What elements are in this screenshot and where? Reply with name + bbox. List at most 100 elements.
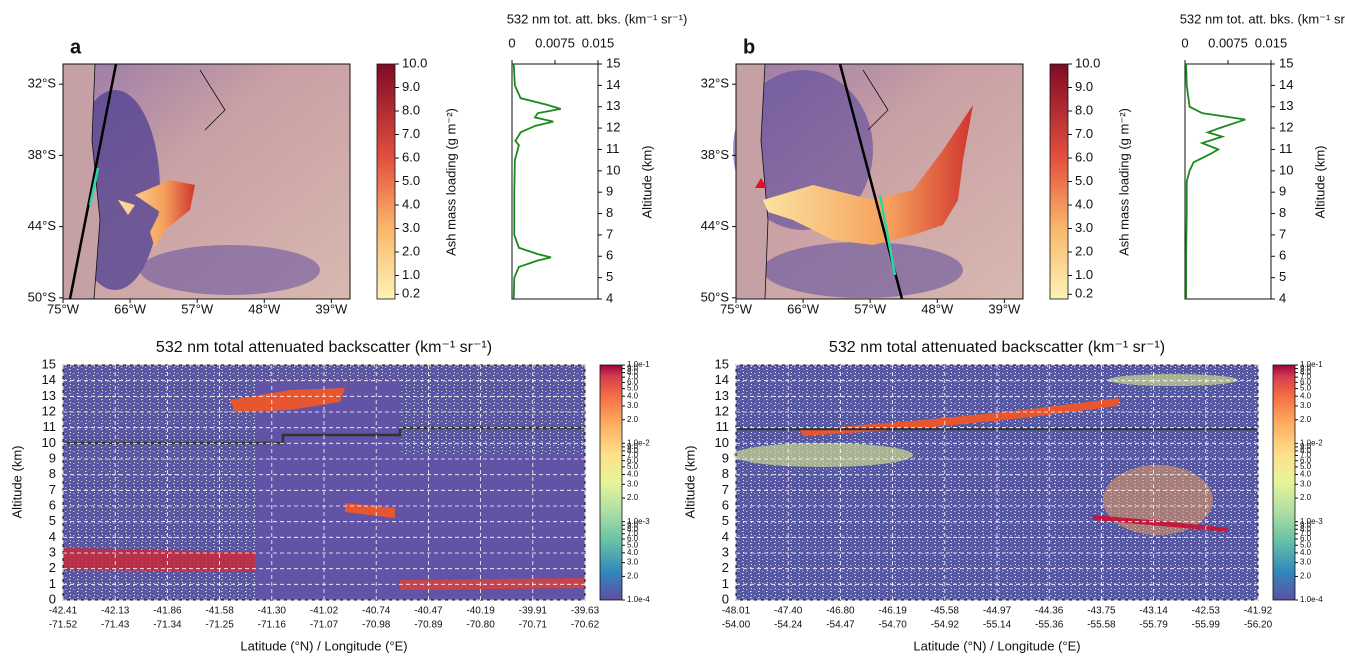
colorbar-tick-label: 4.0 <box>1075 196 1093 211</box>
y-tick-label: 1 <box>49 576 56 591</box>
x-tick-label: -71.25 <box>205 620 234 631</box>
y-tick-label: 4 <box>49 529 56 544</box>
x-tick-label: -46.80 <box>826 606 855 617</box>
y-tick-label: 44°S <box>701 218 730 233</box>
colorbar <box>1049 63 1069 300</box>
profile-ylabel: Altitude (km) <box>1312 146 1327 219</box>
x-tick-label: -70.98 <box>362 620 391 631</box>
y-tick-label: 12 <box>715 403 729 418</box>
y-tick-label: 15 <box>1279 55 1293 70</box>
colorbar-tick-label: 0.2 <box>402 286 420 301</box>
colorbar-tick-label: 1.0 <box>1075 267 1093 282</box>
y-tick-label: 13 <box>42 388 56 403</box>
colorbar <box>599 364 623 601</box>
y-tick-label: 4 <box>722 529 729 544</box>
colorbar-tick-label: 7.0 <box>402 126 420 141</box>
x-tick-label: -41.30 <box>258 606 287 617</box>
y-tick-label: 7 <box>606 226 613 241</box>
x-tick-label: -70.80 <box>466 620 495 631</box>
colorbar-tick-label: 4.0 <box>1300 548 1312 557</box>
profile-line <box>512 63 561 300</box>
x-tick-label: 0.0075 <box>1208 35 1248 50</box>
colorbar-tick-label: 4.0 <box>402 196 420 211</box>
colorbar-tick-label: 9.0 <box>1075 79 1093 94</box>
y-tick-label: 7 <box>49 482 56 497</box>
y-tick-label: 38°S <box>28 147 57 162</box>
x-tick-label: -39.91 <box>519 606 548 617</box>
x-tick-label: -42.13 <box>101 606 130 617</box>
colorbar-tick-label: 1.0e-2 <box>1300 438 1323 447</box>
colorbar-tick-label: 4.0 <box>627 548 639 557</box>
y-tick-label: 50°S <box>28 289 57 304</box>
colorbar-tick-label: 4.0 <box>627 470 639 479</box>
volcano <box>755 178 767 188</box>
colorbar-tick-label: 3.0 <box>1075 220 1093 235</box>
colorbar-tick-label: 7.0 <box>1300 451 1312 460</box>
colorbar <box>376 63 396 300</box>
colorbar-tick-label: 4.0 <box>627 391 639 400</box>
colorbar-tick-label: 8.0 <box>1300 446 1312 455</box>
y-tick-label: 44°S <box>28 218 57 233</box>
x-tick-label: -55.99 <box>1192 620 1221 631</box>
colorbar-tick-label: 3.0 <box>402 220 420 235</box>
x-tick-label: -71.07 <box>310 620 339 631</box>
colorbar-tick-label: 2.0 <box>1300 415 1312 424</box>
y-tick-label: 5 <box>1279 269 1286 284</box>
colorbar-tick-label: 9.0 <box>627 442 639 451</box>
colorbar-tick-label: 6.0 <box>627 377 639 386</box>
curtain-xlabel: Latitude (°N) / Longitude (°E) <box>913 638 1080 653</box>
y-tick-label: 32°S <box>701 76 730 91</box>
colorbar-tick-label: 8.0 <box>1075 102 1093 117</box>
y-tick-label: 9 <box>49 450 56 465</box>
low-cloud <box>63 548 255 572</box>
x-tick-label: 75°W <box>720 301 753 316</box>
colorbar-tick-label: 3.0 <box>627 558 639 567</box>
x-tick-label: -41.86 <box>153 606 182 617</box>
y-tick-label: 6 <box>722 497 729 512</box>
x-tick-label: 0 <box>508 35 515 50</box>
colorbar-tick-label: 5.0 <box>1075 173 1093 188</box>
colorbar-tick-label: 2.0 <box>1300 572 1312 581</box>
track-segment <box>878 194 897 276</box>
x-tick-label: 0 <box>1181 35 1188 50</box>
y-tick-label: 10 <box>42 435 56 450</box>
x-tick-label: -55.79 <box>1139 620 1168 631</box>
y-tick-label: 11 <box>606 141 620 156</box>
y-tick-label: 3 <box>722 544 729 559</box>
curtain-title: 532 nm total attenuated backscatter (km⁻… <box>829 339 1165 356</box>
colorbar-tick-label: 7.0 <box>627 372 639 381</box>
map-frame <box>735 63 1024 300</box>
profile-xlabel: 532 nm tot. att. bks. (km⁻¹ sr⁻¹) <box>507 11 688 26</box>
colorbar-tick-label: 0.2 <box>1075 286 1093 301</box>
x-tick-label: -71.52 <box>49 620 78 631</box>
x-tick-label: -44.97 <box>983 606 1012 617</box>
y-tick-label: 10 <box>1279 162 1293 177</box>
colorbar-tick-label: 6.0 <box>1300 377 1312 386</box>
ash-cloud <box>1103 465 1213 535</box>
x-tick-label: -54.47 <box>826 620 855 631</box>
colorbar-tick-label: 10.0 <box>402 55 427 70</box>
cloud <box>1108 374 1238 386</box>
colorbar-tick-label: 8.0 <box>1300 368 1312 377</box>
colorbar-tick-label: 7.0 <box>627 529 639 538</box>
x-tick-label: -41.92 <box>1244 606 1273 617</box>
profile-xlabel: 532 nm tot. att. bks. (km⁻¹ sr⁻¹) <box>1180 11 1345 26</box>
y-tick-label: 5 <box>49 513 56 528</box>
x-tick-label: -54.24 <box>774 620 803 631</box>
y-tick-label: 8 <box>49 466 56 481</box>
colorbar-tick-label: 9.0 <box>1300 364 1312 373</box>
ash-plume <box>763 105 973 245</box>
colorbar-tick-label: 8.0 <box>402 102 420 117</box>
x-tick-label: -54.92 <box>931 620 960 631</box>
curtain-title: 532 nm total attenuated backscatter (km⁻… <box>156 339 492 356</box>
ash-layer <box>1093 515 1228 532</box>
y-tick-label: 6 <box>606 248 613 263</box>
curtain-ylabel: Altitude (km) <box>682 446 697 519</box>
y-tick-label: 32°S <box>28 76 57 91</box>
y-tick-label: 12 <box>606 120 620 135</box>
y-tick-label: 11 <box>43 419 57 434</box>
colorbar-tick-label: 6.0 <box>1075 149 1093 164</box>
colorbar-tick-label: 2.0 <box>1075 243 1093 258</box>
y-tick-label: 6 <box>49 497 56 512</box>
y-tick-label: 12 <box>42 403 56 418</box>
